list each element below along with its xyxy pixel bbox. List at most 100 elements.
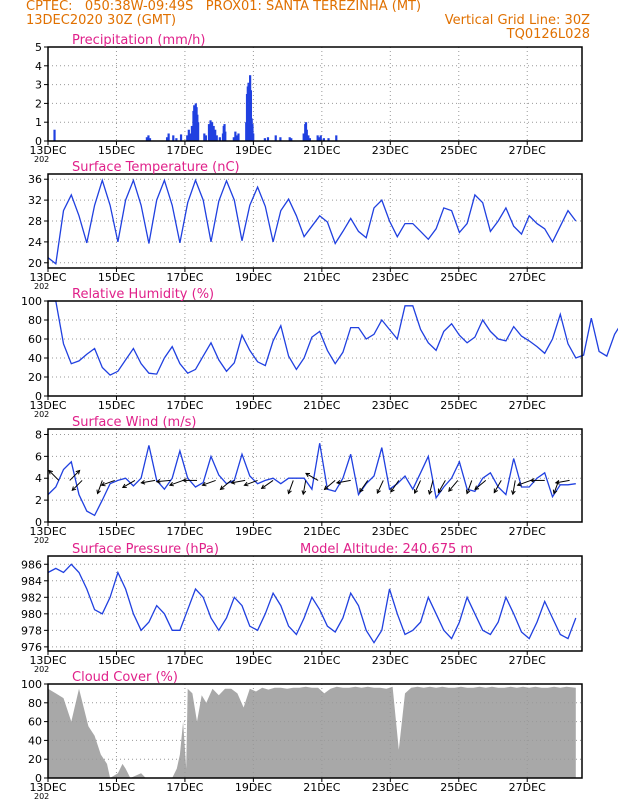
wind-vector-head [201,481,207,487]
x-tick-label: 17DEC [166,399,203,412]
x-tick-label: 23DEC [372,144,409,157]
y-tick-label: 5 [35,41,42,54]
x-tick-sublabel: 202 [34,792,49,800]
x-tick-label: 21DEC [303,781,340,794]
panel-frame [47,46,583,142]
x-tick-label: 27DEC [509,654,546,667]
wind-vector-head [448,487,453,492]
x-tick-label: 25DEC [440,654,477,667]
y-tick-label: 4 [35,472,42,485]
cloud-cover-area [48,686,576,778]
x-tick-label: 15DEC [98,781,135,794]
precip-bar [279,137,282,141]
x-tick-label: 23DEC [372,781,409,794]
x-tick-label: 23DEC [372,271,409,284]
y-tick-label: 0 [35,390,42,403]
precip-bar [172,135,175,141]
y-tick-label: 6 [35,450,42,463]
wind-vector-shaft [261,480,274,489]
y-tick-label: 2 [35,494,42,507]
x-tick-label: 13DEC [29,271,66,284]
y-tick-label: 3 [35,79,42,92]
x-tick-label: 17DEC [166,144,203,157]
x-tick-label: 17DEC [166,271,203,284]
precip-bar [187,129,190,141]
x-tick-label: 23DEC [372,399,409,412]
x-tick-label: 25DEC [440,399,477,412]
x-tick-label: 21DEC [303,399,340,412]
x-tick-label: 25DEC [440,144,477,157]
y-tick-label: 80 [28,314,42,327]
x-tick-label: 21DEC [303,271,340,284]
x-tick-label: 25DEC [440,525,477,538]
y-tick-label: 4 [35,60,42,73]
precip-bar [165,137,169,141]
wind-vector-head [529,478,535,483]
x-tick-label: 15DEC [98,271,135,284]
wind-vector-head [168,481,174,487]
y-tick-label: 986 [21,558,42,571]
y-tick-label: 60 [28,716,42,729]
wind-vector-shaft [156,479,171,483]
precip-bar [322,138,325,141]
wind-vector-head [230,479,236,485]
wind-vector-head [71,486,77,492]
y-tick-label: 1 [35,116,42,129]
panel-frame [47,300,583,397]
y-tick-label: 978 [21,624,42,637]
precip-bar [318,137,321,141]
precip-bar [215,135,218,141]
x-tick-label: 17DEC [166,654,203,667]
wind-vector-head [390,487,395,493]
y-tick-label: 0 [35,516,42,529]
series-line [47,443,576,517]
x-tick-label: 19DEC [235,654,272,667]
precip-bar [145,137,148,141]
precip-bar [316,135,319,141]
wind-vector-shaft [324,480,336,490]
x-tick-label: 13DEC [29,781,66,794]
x-tick-label: 19DEC [235,781,272,794]
wind-vector-shaft [302,480,307,495]
y-tick-label: 0 [35,135,42,148]
x-tick-label: 25DEC [440,781,477,794]
precip-bar [190,125,194,141]
wind-vector-head [335,479,341,485]
x-tick-label: 13DEC [29,525,66,538]
precip-bar [189,133,192,141]
wind-vector-head [243,481,249,487]
x-tick-label: 19DEC [235,271,272,284]
wind-vector-head [552,489,558,495]
series-line [48,300,618,376]
y-tick-label: 980 [21,608,42,621]
wind-vector-shaft [231,479,246,484]
wind-vector-head [305,472,310,478]
precip-bar [305,129,308,141]
precip-bar [302,133,305,141]
x-tick-label: 21DEC [303,525,340,538]
panel-title: Relative Humidity (%) [72,287,214,302]
wind-vector-shaft [359,480,369,493]
wind-vector-head [465,489,471,495]
x-tick-sublabel: 202 [34,282,49,291]
precip-bar [234,131,237,141]
x-tick-sublabel: 202 [34,410,49,419]
wind-vector-head [554,479,560,485]
wind-vector-shaft [437,480,446,493]
wind-vector-shaft [97,480,103,494]
wind-vector-shaft [517,479,531,486]
y-tick-label: 984 [21,575,42,588]
precip-bar [148,138,152,141]
y-tick-label: 0 [35,772,42,785]
y-tick-label: 100 [21,295,42,308]
wind-vector-shaft [448,480,459,492]
x-tick-label: 21DEC [303,654,340,667]
precip-bar [209,120,212,141]
wind-vector-shaft [71,480,83,491]
wind-vector-shaft [474,480,487,490]
wind-vector-shaft [48,470,60,481]
wind-vector-shaft [466,480,473,494]
header-date: 13DEC2020 30Z (GMT) [26,13,177,28]
panel-frame [47,555,583,652]
